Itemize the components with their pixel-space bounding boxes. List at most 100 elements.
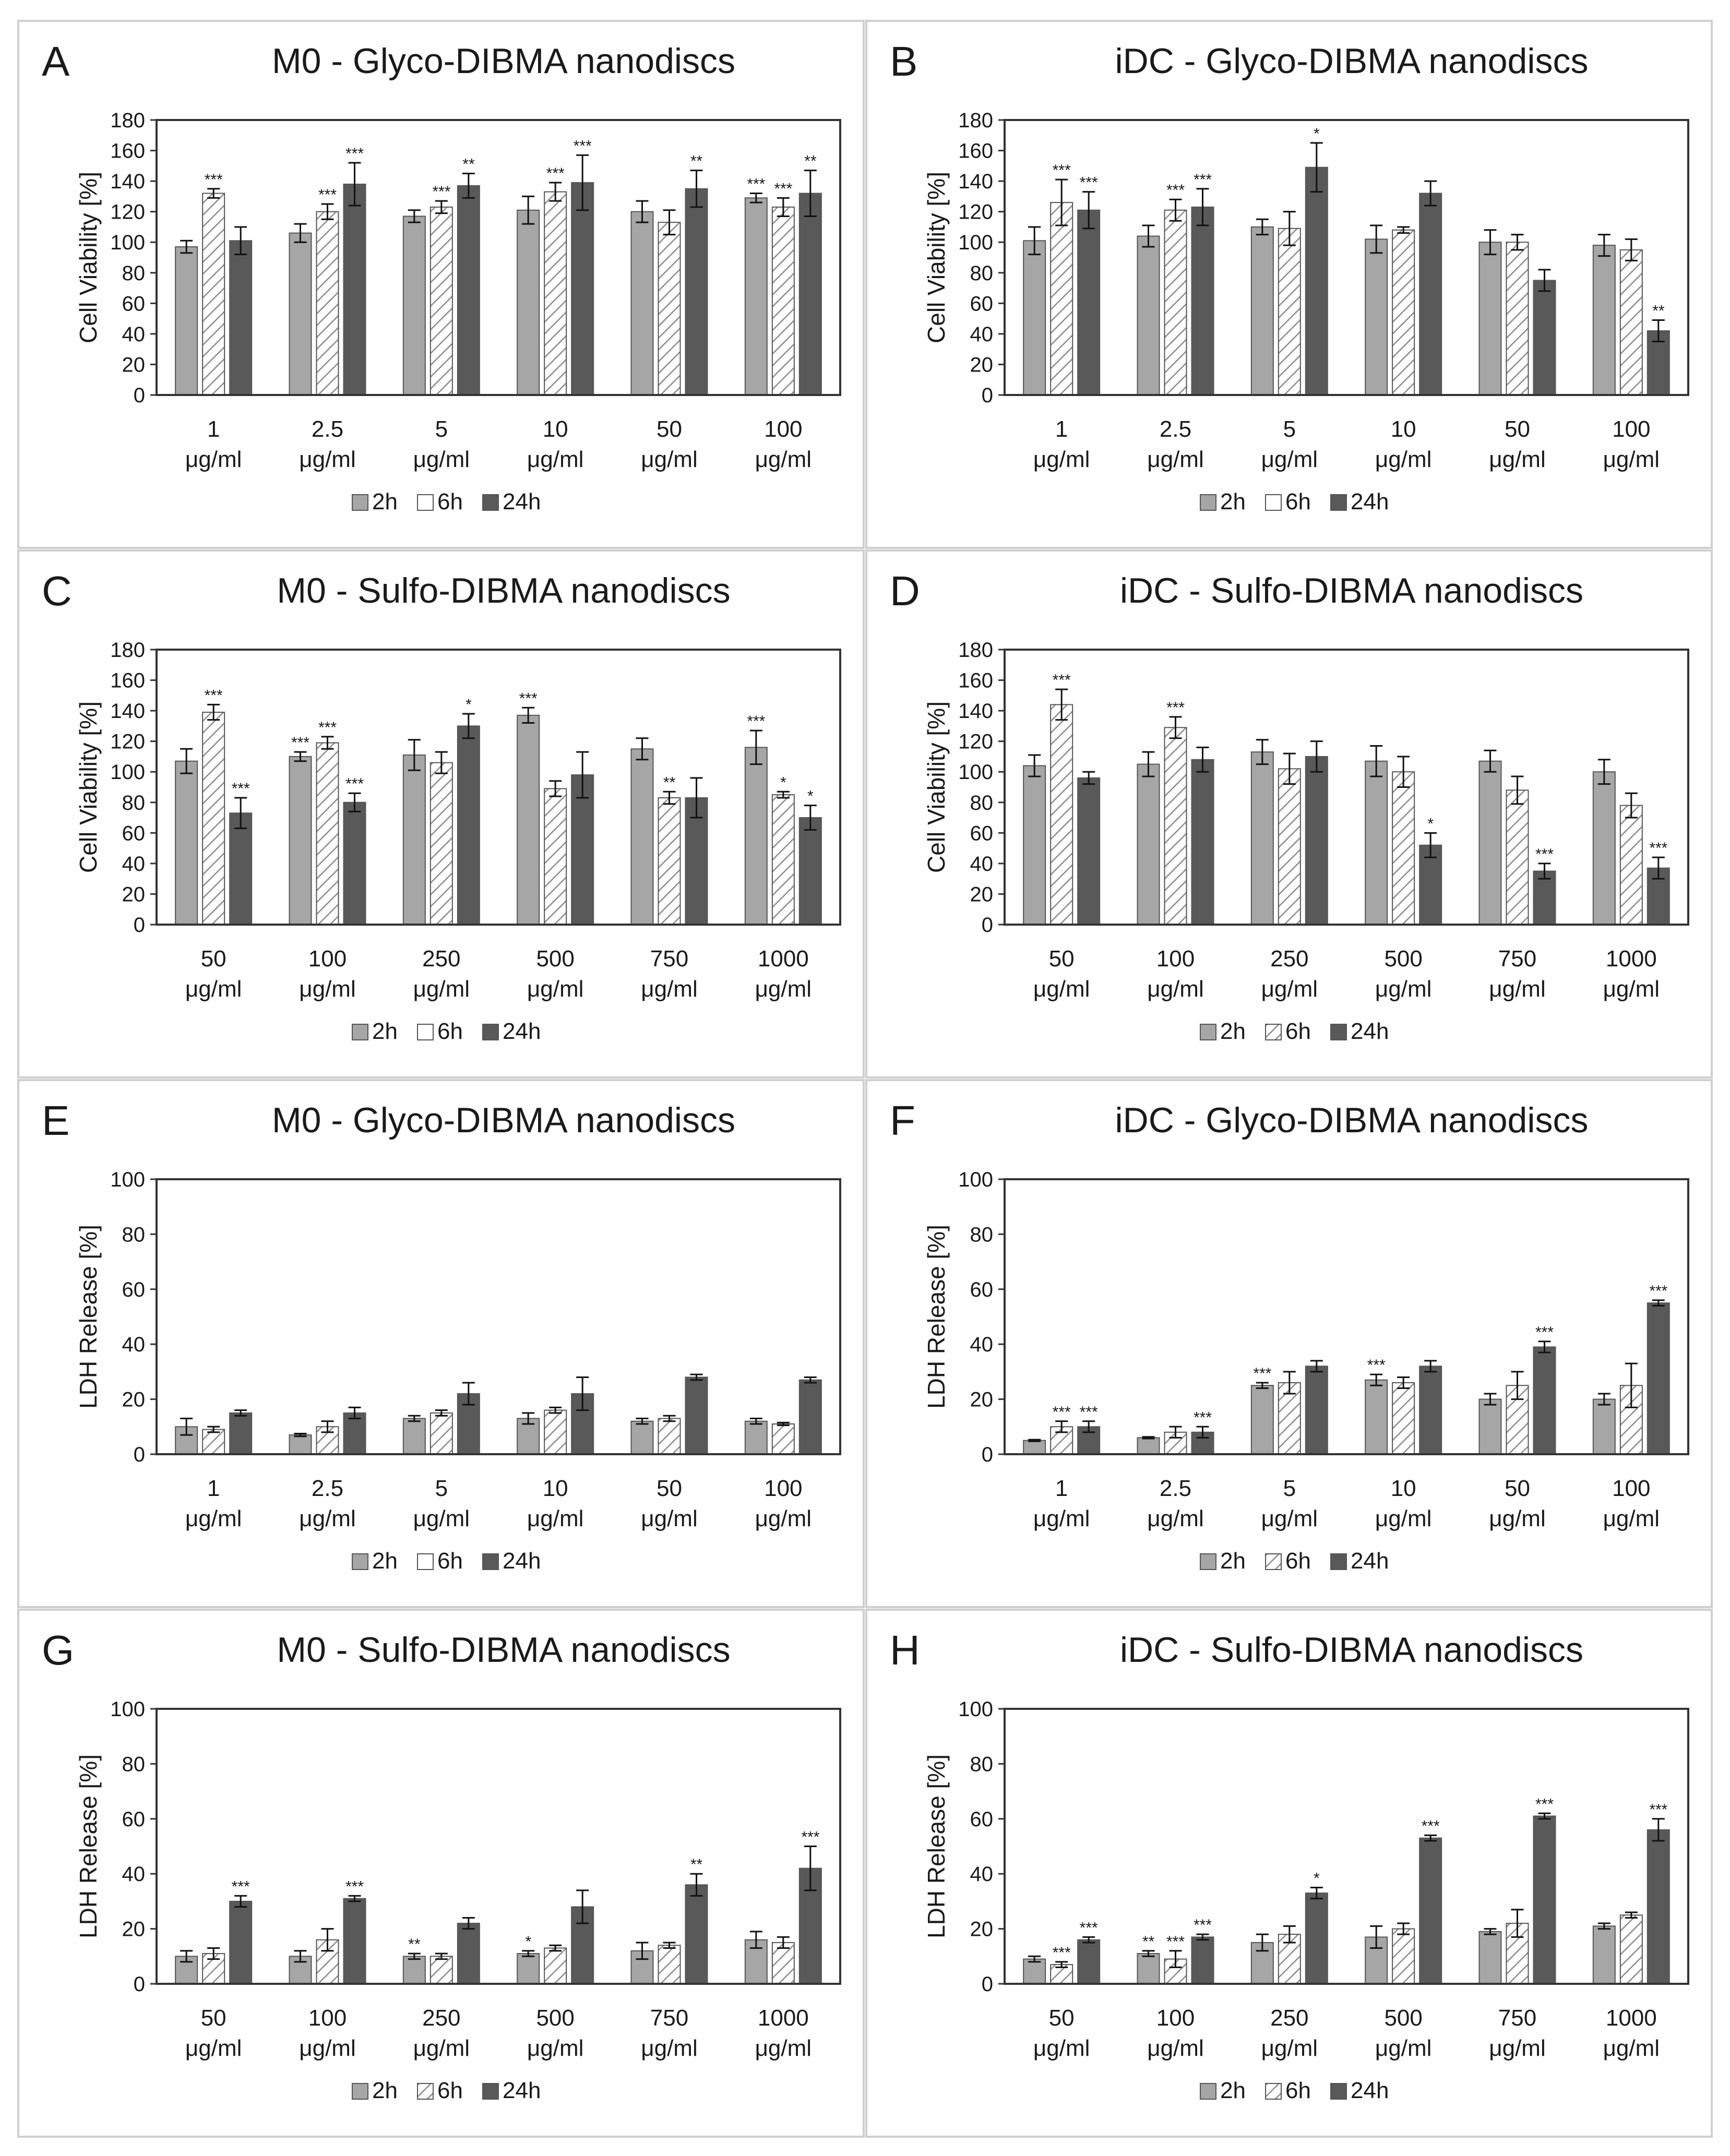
sig-label-a-24h-1: ***	[345, 145, 364, 162]
panel-a-xtick-unit: μg/ml	[755, 447, 812, 472]
panel-d-plot-frame	[1004, 649, 1689, 926]
panel-d-ytick-label: 60	[970, 822, 994, 845]
bar-a-24h-1	[343, 183, 366, 396]
panel-h-ytick-label: 60	[970, 1808, 994, 1831]
legend-swatch-2h	[352, 2083, 368, 2100]
panel-d-xtick-label: 500	[1384, 946, 1422, 972]
panel-g-xtick-label: 500	[536, 2005, 574, 2031]
panel-d-ytick-label: 0	[982, 914, 993, 937]
bar-f-2h-3	[1365, 1379, 1388, 1455]
bar-c-2h-4	[630, 748, 654, 925]
panel-h-border	[865, 1609, 1713, 2138]
legend-label-2h: 2h	[1220, 1019, 1246, 1044]
panel-f-xtick-label: 10	[1391, 1476, 1416, 1501]
sig-label-g-2h-2: **	[408, 1936, 421, 1953]
panel-d-ylabel: Cell Viability [%]	[923, 701, 950, 873]
panel-d-xtick-label: 750	[1498, 946, 1536, 972]
legend-label-24h: 24h	[1351, 1548, 1389, 1574]
legend-label-6h: 6h	[1285, 2078, 1311, 2103]
panel-f-ytick-label: 40	[970, 1333, 994, 1356]
panel-a-xtick-label: 100	[764, 416, 802, 442]
panel-g-plot-frame	[156, 1708, 841, 1985]
panel-d-title: iDC - Sulfo-DIBMA nanodiscs	[1120, 571, 1583, 610]
sig-label-b-24h-0: ***	[1080, 174, 1098, 191]
panel-b-xtick-unit: μg/ml	[1603, 447, 1660, 472]
bar-e-24h-4	[685, 1376, 708, 1455]
panel-g: G M0 - Sulfo-DIBMA nanodiscs 0 20 40 60 80 100 L…	[17, 1609, 865, 2138]
bar-d-2h-2	[1250, 751, 1274, 925]
bar-c-24h-5	[798, 817, 822, 925]
panel-a-xtick-unit: μg/ml	[413, 447, 470, 472]
legend-swatch-2h	[1200, 1553, 1216, 1570]
panel-c-xtick-unit: μg/ml	[299, 976, 355, 1002]
bar-b-24h-3	[1419, 193, 1442, 396]
panel-f-xtick-unit: μg/ml	[1375, 1506, 1431, 1531]
panel-h-xtick-unit: μg/ml	[1375, 2035, 1431, 2061]
sig-label-f-6h-0: ***	[1053, 1404, 1071, 1421]
bar-e-2h-4	[630, 1420, 654, 1455]
bar-g-6h-4	[658, 1945, 681, 1984]
sig-label-f-24h-4: ***	[1535, 1324, 1554, 1341]
panel-a-letter: A	[42, 38, 70, 85]
sig-label-h-24h-3: ***	[1422, 1817, 1440, 1835]
panel-g-title: M0 - Sulfo-DIBMA nanodiscs	[277, 1630, 730, 1670]
panel-c-ytick-label: 140	[110, 700, 145, 723]
legend-swatch-6h	[1265, 2083, 1282, 2100]
legend-label-6h: 6h	[437, 1548, 463, 1574]
legend-swatch-24h	[1330, 1024, 1347, 1040]
panel-f-xtick-label: 2.5	[1160, 1476, 1191, 1501]
sig-label-c-24h-1: ***	[345, 775, 364, 793]
legend-swatch-6h	[417, 1553, 434, 1570]
panel-b-title: iDC - Glyco-DIBMA nanodiscs	[1115, 41, 1589, 81]
bar-d-24h-4	[1533, 870, 1556, 925]
panel-g-xtick-label: 750	[650, 2005, 688, 2031]
panel-g-xtick-unit: μg/ml	[641, 2035, 697, 2061]
bar-c-24h-2	[457, 725, 480, 925]
legend-swatch-6h	[417, 2083, 434, 2100]
sig-label-a-6h-1: ***	[318, 186, 337, 203]
sig-label-f-24h-5: ***	[1649, 1283, 1667, 1300]
panel-h-ylabel: LDH Release [%]	[923, 1754, 950, 1938]
bar-d-6h-4	[1506, 789, 1529, 925]
panel-a-xtick-label: 50	[657, 416, 682, 442]
bar-e-2h-2	[402, 1418, 426, 1455]
panel-e-xtick-unit: μg/ml	[299, 1506, 355, 1531]
panel-e-xtick-label: 100	[764, 1476, 802, 1501]
sig-label-b-24h-1: ***	[1194, 171, 1212, 188]
sig-label-f-24h-1: ***	[1194, 1409, 1212, 1426]
panel-h-xtick-unit: μg/ml	[1603, 2035, 1660, 2061]
panel-b-xtick-unit: μg/ml	[1375, 447, 1431, 472]
panel-g-ytick-label: 80	[122, 1753, 146, 1776]
bar-b-2h-2	[1250, 226, 1274, 396]
bar-a-24h-0	[229, 240, 253, 396]
bar-e-2h-5	[744, 1420, 768, 1455]
panel-c-xtick-label: 50	[201, 946, 226, 972]
bar-b-6h-4	[1506, 242, 1529, 396]
sig-label-c-24h-2: *	[466, 696, 472, 713]
panel-f-xtick-unit: μg/ml	[1603, 1506, 1660, 1531]
panel-b-xtick-unit: μg/ml	[1147, 447, 1203, 472]
bar-d-24h-0	[1077, 777, 1101, 925]
sig-label-h-24h-5: ***	[1649, 1801, 1667, 1818]
panel-c-xtick-unit: μg/ml	[413, 976, 470, 1002]
panel-c-ytick-label: 180	[110, 639, 145, 662]
panel-c-xtick-label: 1000	[758, 946, 809, 972]
panel-b-xtick-label: 100	[1612, 416, 1650, 442]
bar-c-24h-4	[685, 797, 708, 925]
sig-label-h-24h-2: *	[1314, 1870, 1320, 1887]
panel-e-xtick-label: 5	[435, 1476, 448, 1501]
bar-a-6h-4	[658, 222, 681, 396]
legend-swatch-6h	[1265, 1024, 1282, 1040]
panel-h-xtick-label: 500	[1384, 2005, 1422, 2031]
panel-a-plot-frame	[156, 119, 841, 396]
bar-a-2h-4	[630, 211, 654, 396]
bar-h-24h-5	[1647, 1829, 1670, 1984]
panel-a-ytick-label: 60	[122, 292, 146, 315]
bar-d-2h-4	[1478, 760, 1502, 925]
sig-label-g-24h-4: **	[690, 1856, 703, 1873]
bar-h-24h-3	[1419, 1837, 1442, 1984]
bar-f-2h-0	[1023, 1440, 1046, 1455]
bar-h-6h-3	[1392, 1928, 1415, 1984]
